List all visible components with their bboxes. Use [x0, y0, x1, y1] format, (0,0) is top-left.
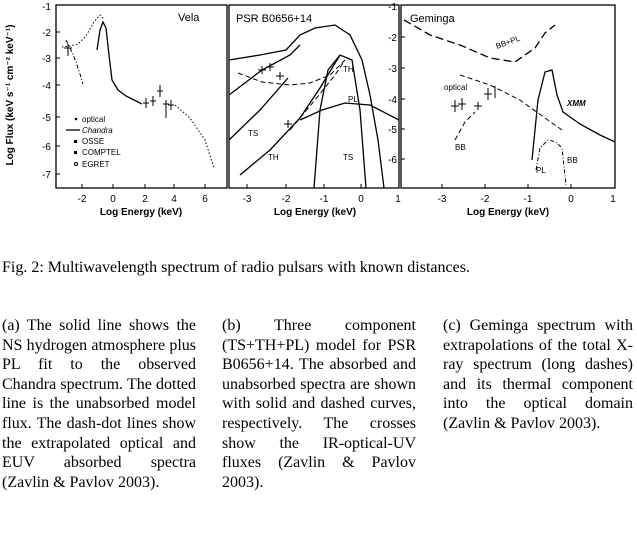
x-axis-label: Log Energy (keV): [100, 207, 182, 218]
bb-component-dashed: [459, 74, 563, 131]
svg-text:-2: -2: [78, 194, 87, 205]
svg-text:-1: -1: [388, 2, 397, 13]
y-ticks: -1 -2 -3 -4 -5 -6: [388, 2, 397, 166]
svg-text:TH: TH: [268, 153, 279, 162]
unabsorbed-curves-dashed: [237, 59, 346, 131]
ir-optical-uv-crosses: [258, 63, 292, 128]
x-ticks: -3 -2 -1 0 1: [243, 194, 402, 205]
svg-text:-4: -4: [388, 95, 397, 106]
svg-text:PL: PL: [348, 95, 358, 104]
total-xray-extrapolation-dashed: [403, 19, 556, 63]
pl-component-dashdot: [535, 139, 567, 186]
svg-text:optical: optical: [444, 83, 467, 92]
svg-text:-1: -1: [320, 194, 329, 205]
subcaption-b: (b) Three component (TS+TH+PL) model for…: [222, 316, 416, 492]
gamma-tail-dotted: [174, 104, 215, 169]
y-ticks: -1 -2 -3 -4 -5 -6 -7: [42, 2, 51, 181]
svg-text:Chandra: Chandra: [82, 126, 113, 135]
legend: optical Chandra OSSE COMPTEL EGRET: [66, 115, 121, 169]
svg-text:-5: -5: [42, 113, 51, 124]
svg-text:-2: -2: [42, 28, 51, 39]
svg-text:EGRET: EGRET: [82, 160, 110, 169]
svg-text:1: 1: [610, 194, 616, 205]
subcaption-a-text: (a) The solid line shows the NS hydrogen…: [2, 317, 196, 491]
svg-text:0: 0: [568, 194, 574, 205]
svg-text:-1: -1: [524, 194, 533, 205]
panel-title: PSR B0656+14: [236, 13, 312, 25]
svg-text:PL: PL: [536, 166, 546, 175]
subcaption-c-text: (c) Geminga spectrum with extrapolations…: [443, 317, 633, 432]
svg-text:-4: -4: [42, 81, 51, 92]
subcaption-b-text: (b) Three component (TS+TH+PL) model for…: [222, 317, 416, 491]
svg-text:-1: -1: [42, 2, 51, 13]
multiwavelength-figure: Log Flux (keV s⁻¹ cm⁻² keV⁻¹) Vela -1 -2…: [5, 2, 616, 218]
panel-title: Vela: [178, 12, 200, 24]
svg-text:-7: -7: [42, 170, 51, 181]
svg-text:BB+PL: BB+PL: [495, 34, 522, 51]
svg-text:COMPTEL: COMPTEL: [82, 148, 121, 157]
svg-text:-2: -2: [282, 194, 291, 205]
svg-text:1: 1: [395, 194, 401, 205]
y-axis-label: Log Flux (keV s⁻¹ cm⁻² keV⁻¹): [5, 25, 16, 166]
svg-text:XMM: XMM: [566, 99, 586, 108]
data-points: [64, 44, 174, 118]
svg-text:4: 4: [171, 194, 177, 205]
svg-text:0: 0: [110, 194, 116, 205]
svg-text:-2: -2: [481, 194, 490, 205]
svg-text:2: 2: [142, 194, 148, 205]
svg-text:BB: BB: [455, 143, 466, 152]
subcaption-c: (c) Geminga spectrum with extrapolations…: [443, 316, 633, 434]
svg-text:0: 0: [358, 194, 364, 205]
svg-text:TH: TH: [343, 65, 354, 74]
svg-text:-3: -3: [42, 54, 51, 65]
svg-text:TS: TS: [248, 129, 258, 138]
xray-spectrum-solid: [531, 69, 616, 161]
figure-caption: Fig. 2: Multiwavelength spectrum of radi…: [2, 259, 470, 276]
svg-text:-6: -6: [42, 142, 51, 153]
svg-text:BB: BB: [567, 156, 578, 165]
x-ticks: -2 0 2 4 6: [78, 194, 209, 205]
svg-text:OSSE: OSSE: [82, 137, 104, 146]
bb-optical-extrapolation: [454, 111, 476, 141]
svg-text:-3: -3: [438, 194, 447, 205]
svg-text:-3: -3: [388, 64, 397, 75]
curve-labels: TH PL TS TH TS: [248, 65, 358, 162]
svg-text:6: 6: [202, 194, 208, 205]
subcaption-a: (a) The solid line shows the NS hydrogen…: [2, 316, 196, 492]
svg-text:-5: -5: [388, 125, 397, 136]
x-ticks: -3 -2 -1 0 1: [438, 194, 617, 205]
panel-vela: Vela -1 -2 -3 -4 -5 -6 -7 -2 0 2 4 6 Log…: [42, 2, 228, 218]
svg-text:optical: optical: [82, 115, 105, 124]
absorbed-curves-solid: [228, 24, 400, 189]
panel-psr-b0656: PSR B0656+14 -3 -2 -1 0 1 Log Energy (ke…: [228, 4, 402, 218]
chandra-model-solid: [96, 20, 143, 105]
panel-title: Geminga: [410, 13, 456, 25]
svg-text:-3: -3: [243, 194, 252, 205]
svg-text:-6: -6: [388, 155, 397, 166]
panel-geminga: Geminga -1 -2 -3 -4 -5 -6 -3 -2 -1 0 1 L…: [388, 2, 616, 218]
optical-crosses: [451, 86, 496, 112]
unabsorbed-model-dotted: [61, 14, 105, 48]
x-axis-label: Log Energy (keV): [467, 207, 549, 218]
svg-text:-2: -2: [388, 33, 397, 44]
svg-text:TS: TS: [343, 153, 353, 162]
x-axis-label: Log Energy (keV): [274, 207, 356, 218]
optical-extrapolation-dashdot: [65, 39, 84, 85]
